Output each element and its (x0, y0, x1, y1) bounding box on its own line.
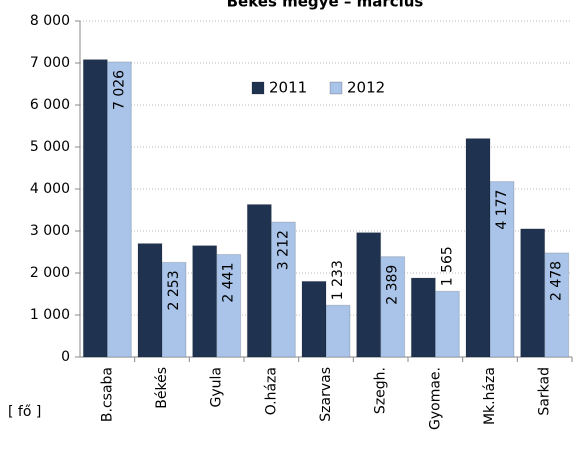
x-tick-label: Gyula (209, 367, 225, 407)
data-label: 7 026 (111, 70, 127, 110)
y-tick-label: 1 000 (30, 307, 70, 323)
bar (301, 280, 327, 358)
bar (356, 232, 382, 358)
bar (380, 256, 406, 358)
bar (544, 252, 570, 358)
bar (192, 245, 218, 358)
bar (161, 261, 187, 358)
chart-title: Békés megye – március (227, 0, 424, 11)
y-tick-label: 5 000 (30, 139, 70, 155)
x-tick-label: O.háza (263, 367, 279, 415)
x-tick-label: Szegh. (373, 367, 389, 414)
bar (520, 228, 546, 358)
data-label: 1 233 (330, 260, 346, 300)
y-axis-label: [ fő ] (8, 404, 41, 420)
x-tick-label: Szarvas (318, 367, 334, 422)
bar (137, 243, 163, 358)
bar (434, 290, 460, 358)
data-label: 2 478 (549, 261, 565, 301)
y-tick-label: 8 000 (30, 13, 70, 29)
legend-label: 2012 (347, 79, 385, 97)
data-label: 4 177 (494, 190, 510, 230)
y-tick-label: 4 000 (30, 181, 70, 197)
legend-swatch (329, 81, 343, 95)
bar (270, 221, 296, 358)
bar (216, 253, 242, 358)
x-tick-label: Mk.háza (482, 367, 498, 425)
legend-label: 2011 (269, 79, 307, 97)
data-label: 2 253 (166, 270, 182, 310)
bar (410, 277, 436, 358)
y-tick-label: 3 000 (30, 223, 70, 239)
x-tick-label: Gyomae. (427, 367, 443, 430)
data-label: 2 389 (385, 265, 401, 305)
bar (82, 59, 108, 358)
legend-swatch (251, 81, 265, 95)
x-tick-label: Békés (154, 367, 170, 409)
x-tick-label: Sarkad (537, 367, 553, 416)
y-tick-label: 6 000 (30, 97, 70, 113)
data-label: 3 212 (275, 230, 291, 270)
bar (106, 61, 132, 358)
bar (489, 181, 515, 358)
bar (465, 138, 491, 358)
bar (246, 204, 272, 358)
y-tick-label: 0 (61, 349, 70, 365)
y-tick-label: 7 000 (30, 55, 70, 71)
bar (325, 304, 351, 358)
x-tick-label: B.csaba (99, 367, 115, 422)
y-tick-label: 2 000 (30, 265, 70, 281)
data-label: 1 565 (439, 246, 455, 286)
data-label: 2 441 (221, 262, 237, 302)
